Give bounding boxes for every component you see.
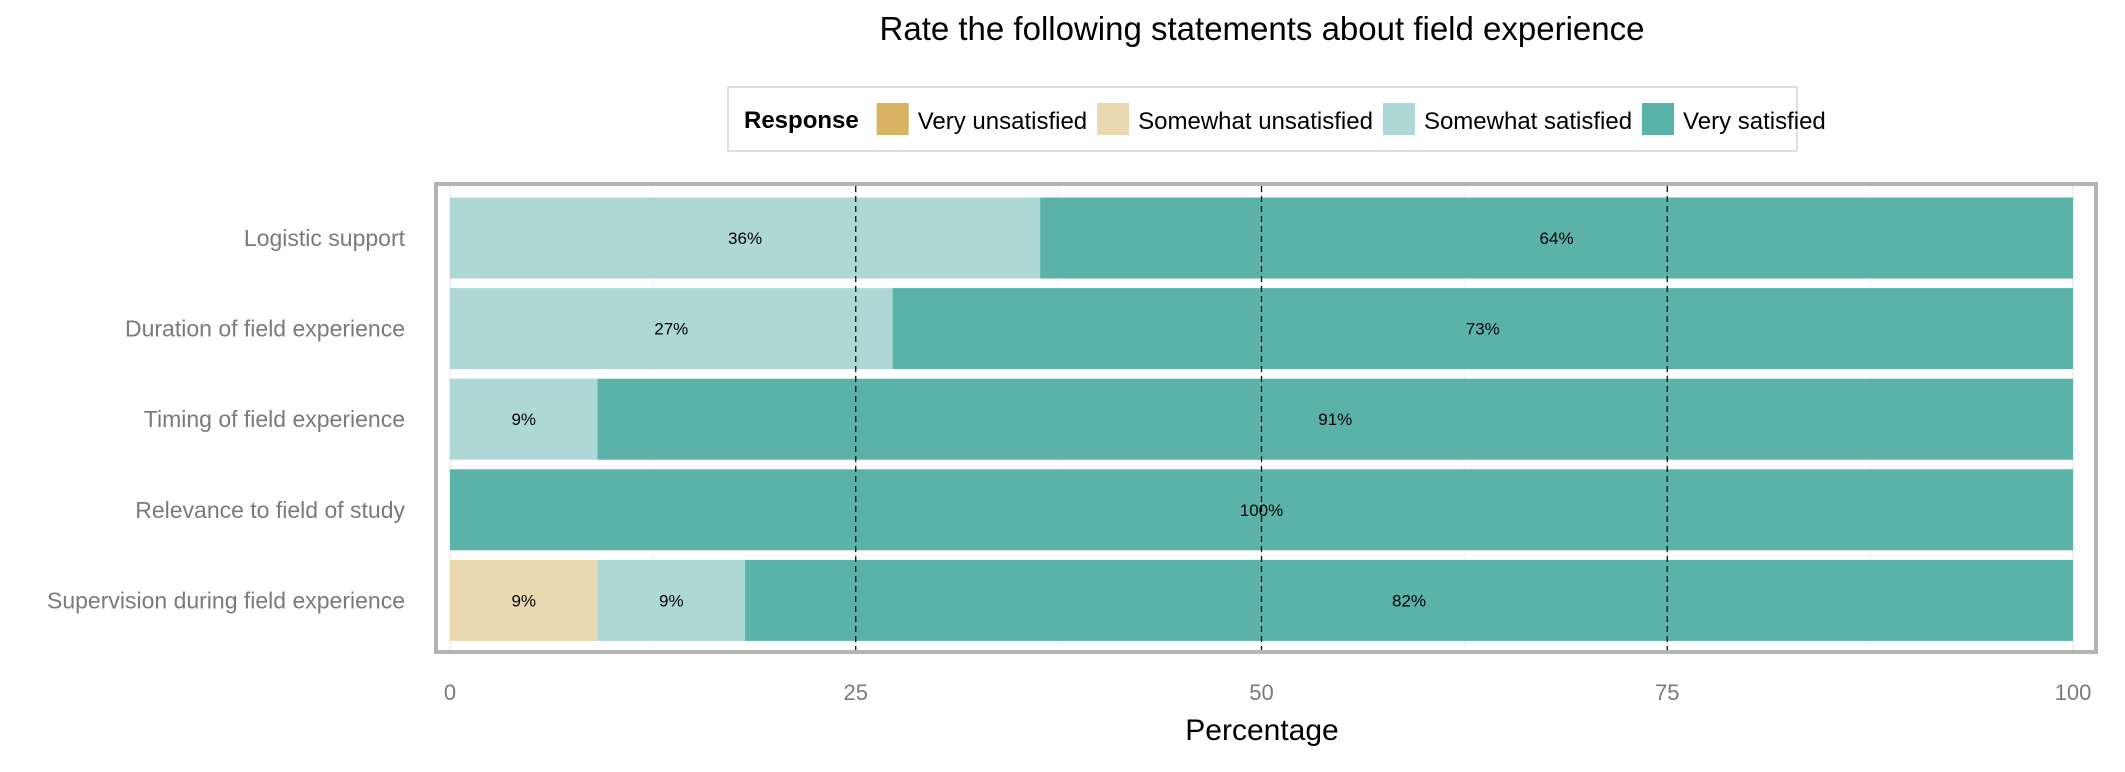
bar-segment — [745, 559, 2073, 641]
x-axis-title: Percentage — [1185, 714, 1338, 747]
category-labels: Logistic support Duration of field experi… — [47, 225, 406, 613]
bar-value-label: 9% — [659, 591, 684, 610]
legend-swatch — [1097, 103, 1130, 135]
bar-value-label: 9% — [511, 591, 536, 610]
bars — [450, 197, 2074, 641]
bar-segment — [450, 197, 1041, 279]
plot-border — [434, 182, 2098, 654]
reference-lines — [855, 186, 1668, 650]
bar-value-label: 82% — [1392, 591, 1426, 610]
x-tick-label: 0 — [444, 680, 456, 705]
bar-segment — [450, 288, 893, 370]
legend-label: Very satisfied — [1683, 108, 1826, 135]
x-tick-label: 25 — [844, 680, 868, 705]
bar-segment — [1040, 197, 2073, 279]
legend-label: Very unsatisfied — [918, 108, 1087, 135]
legend-label: Somewhat satisfied — [1424, 108, 1632, 135]
bar-segment — [450, 378, 598, 460]
x-tick-label: 50 — [1249, 680, 1273, 705]
bar-value-label: 27% — [654, 320, 688, 339]
category-label: Relevance to field of study — [135, 497, 405, 523]
legend-swatch — [1382, 103, 1415, 135]
bar-segment — [892, 288, 2074, 370]
legend-swatch — [1642, 103, 1675, 135]
legend-title: Response — [744, 107, 859, 134]
x-axis-ticks: 0 25 50 75 100 — [444, 680, 2091, 705]
category-label: Timing of field experience — [144, 406, 405, 432]
plot-area: 36% 64% 27% 73% 9% 91% 100% 9% 9% 82% — [434, 182, 2098, 654]
bar-value-label: 73% — [1466, 320, 1500, 339]
category-label: Duration of field experience — [125, 316, 405, 342]
x-tick-label: 75 — [1655, 680, 1679, 705]
bar-segment — [450, 559, 598, 641]
x-tick-label: 100 — [2055, 680, 2092, 705]
bar-segment — [597, 559, 746, 641]
bar-segment — [597, 378, 2073, 460]
category-label: Supervision during field experience — [47, 587, 405, 613]
bar-value-label: 100% — [1240, 501, 1283, 520]
category-label: Logistic support — [244, 225, 406, 251]
bar-value-label: 64% — [1540, 229, 1574, 248]
chart-title: Rate the following statements about fiel… — [880, 10, 1645, 47]
bar-value-label: 91% — [1318, 410, 1352, 429]
legend: Response Very unsatisfied Somewhat unsati… — [727, 86, 1826, 152]
bar-value-label: 36% — [728, 229, 762, 248]
legend-label: Somewhat unsatisfied — [1138, 108, 1373, 135]
bar-value-label: 9% — [511, 410, 536, 429]
legend-swatch — [876, 103, 909, 135]
bar-labels: 36% 64% 27% 73% 9% 91% 100% 9% 9% 82% — [511, 229, 1573, 610]
